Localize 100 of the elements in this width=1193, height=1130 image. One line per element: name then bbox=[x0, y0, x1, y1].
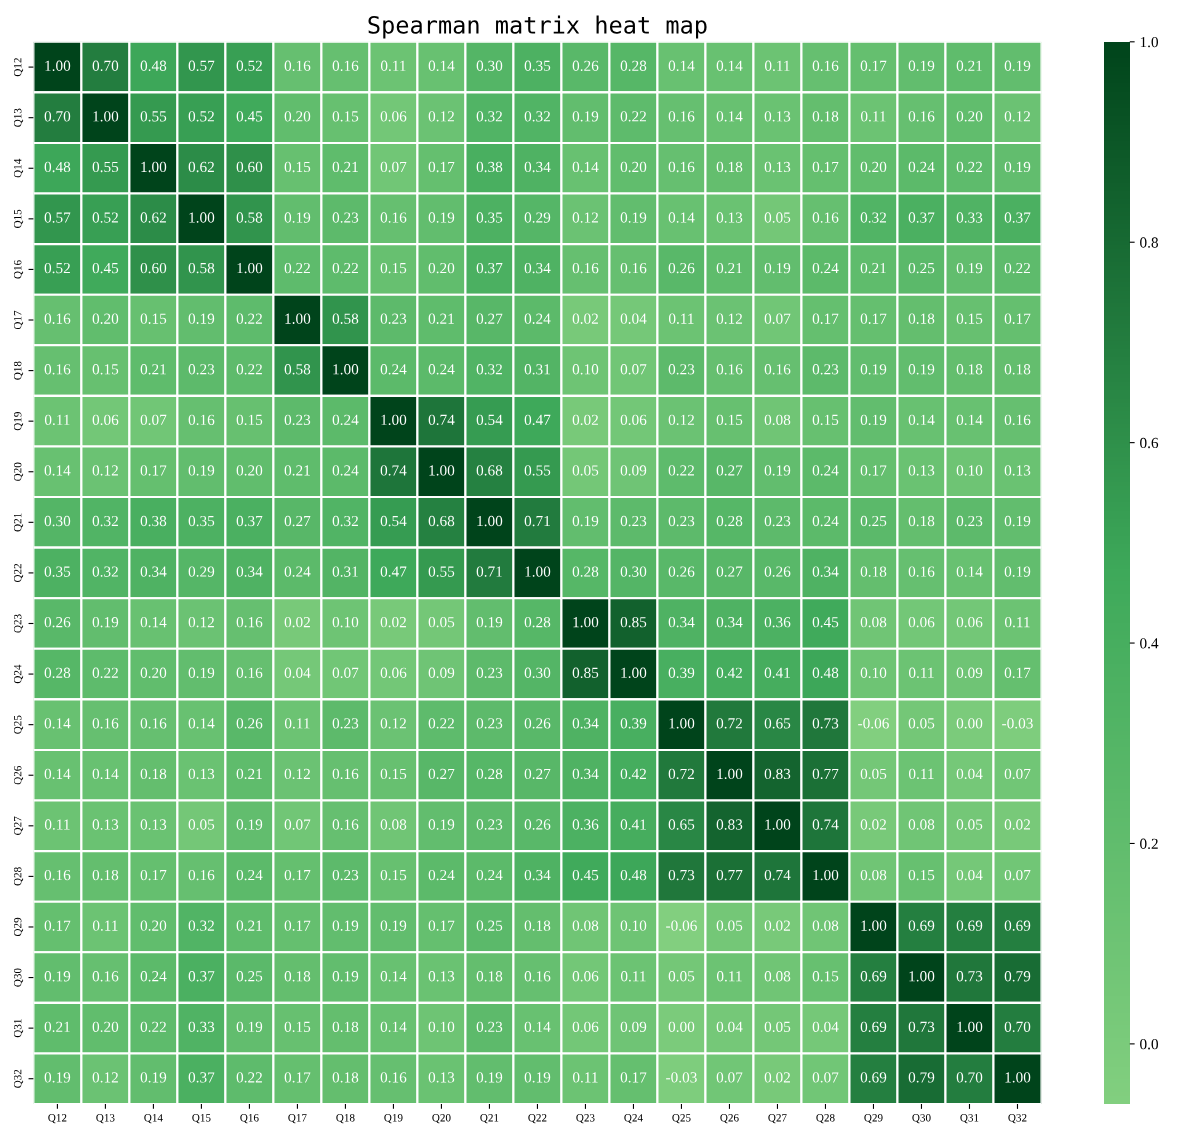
data-label: 0.23 bbox=[956, 515, 983, 527]
data-label: 0.04 bbox=[716, 1021, 743, 1033]
data-label: 0.19 bbox=[1004, 161, 1031, 173]
data-label: 0.16 bbox=[92, 971, 119, 982]
data-label: 0.33 bbox=[188, 1021, 215, 1033]
data-label: 0.26 bbox=[524, 819, 551, 830]
data-label: 0.23 bbox=[332, 869, 359, 881]
data-label: 0.21 bbox=[428, 313, 454, 324]
data-label: 0.19 bbox=[188, 313, 215, 324]
data-label: 0.17 bbox=[284, 1072, 311, 1083]
data-label: 0.19 bbox=[860, 364, 887, 375]
data-label: 0.18 bbox=[332, 1072, 359, 1083]
data-label: 1.00 bbox=[573, 617, 599, 628]
data-label: 0.34 bbox=[524, 262, 551, 274]
data-label: 0.37 bbox=[236, 515, 263, 527]
data-label: 0.14 bbox=[44, 768, 71, 780]
data-label: 0.18 bbox=[476, 971, 503, 982]
data-label: 1.00 bbox=[189, 212, 215, 223]
data-label: 0.16 bbox=[332, 60, 359, 71]
data-label: 0.83 bbox=[716, 819, 743, 830]
data-label: 0.04 bbox=[956, 768, 983, 780]
data-label: 0.19 bbox=[140, 1072, 167, 1083]
data-label: 0.72 bbox=[716, 718, 742, 729]
data-label: 0.04 bbox=[284, 667, 311, 678]
data-label: 0.69 bbox=[860, 1072, 887, 1083]
data-label: 0.12 bbox=[668, 414, 694, 426]
data-label: 0.15 bbox=[92, 364, 119, 375]
data-label: 0.19 bbox=[428, 819, 455, 830]
x-tick-label: Q16 bbox=[240, 1114, 259, 1124]
data-label: 0.20 bbox=[92, 1021, 119, 1033]
data-label: 0.05 bbox=[428, 617, 455, 628]
data-label: 0.11 bbox=[908, 768, 934, 780]
data-label: 0.18 bbox=[92, 869, 119, 881]
data-label: 0.18 bbox=[284, 971, 311, 982]
data-label: 1.00 bbox=[909, 971, 935, 982]
data-label: 0.14 bbox=[956, 414, 983, 426]
data-label: 0.23 bbox=[764, 515, 791, 527]
data-label: 0.16 bbox=[668, 161, 695, 173]
data-label: 0.24 bbox=[812, 262, 839, 274]
data-label: 0.00 bbox=[668, 1021, 695, 1033]
data-label: 0.34 bbox=[572, 768, 599, 780]
data-label: 0.15 bbox=[956, 313, 983, 324]
data-label: 0.48 bbox=[620, 869, 647, 881]
data-label: 0.29 bbox=[524, 212, 551, 223]
data-label: 0.28 bbox=[620, 60, 647, 71]
data-label: 0.11 bbox=[44, 819, 70, 830]
data-label: 0.47 bbox=[380, 566, 407, 577]
data-label: 0.18 bbox=[908, 515, 935, 527]
data-label: 0.17 bbox=[812, 313, 839, 324]
data-label: 0.38 bbox=[140, 515, 167, 527]
data-label: 0.10 bbox=[428, 1021, 455, 1033]
data-label: 0.14 bbox=[44, 465, 71, 476]
data-label: 0.69 bbox=[860, 1021, 887, 1033]
data-label: 0.38 bbox=[476, 161, 503, 173]
data-label: 0.14 bbox=[44, 718, 71, 729]
data-label: 0.26 bbox=[764, 566, 791, 577]
data-label: 0.73 bbox=[908, 1021, 935, 1033]
data-label: 0.05 bbox=[668, 971, 695, 982]
data-label: 0.35 bbox=[524, 60, 551, 71]
data-label: 0.19 bbox=[764, 465, 791, 476]
chart-title: Spearman matrix heat map bbox=[368, 15, 707, 39]
x-tick-label: Q32 bbox=[1008, 1114, 1027, 1124]
data-label: 0.65 bbox=[764, 718, 791, 729]
data-label: 0.14 bbox=[428, 60, 455, 71]
data-label: 0.12 bbox=[188, 617, 214, 628]
data-label: 0.27 bbox=[716, 566, 743, 577]
data-label: 0.11 bbox=[380, 60, 406, 71]
data-label: 0.17 bbox=[1004, 667, 1031, 678]
data-label: 0.36 bbox=[764, 617, 791, 628]
data-label: 0.13 bbox=[92, 819, 119, 830]
data-label: 0.16 bbox=[764, 364, 791, 375]
data-label: 0.17 bbox=[812, 161, 839, 173]
data-label: 0.26 bbox=[44, 617, 71, 628]
data-label: 0.16 bbox=[332, 768, 359, 780]
data-label: 0.37 bbox=[188, 1072, 215, 1083]
data-label: 0.30 bbox=[44, 515, 71, 527]
data-label: 0.02 bbox=[1004, 819, 1031, 830]
data-label: 0.05 bbox=[764, 212, 791, 223]
data-label: 0.00 bbox=[956, 718, 983, 729]
data-label: 0.14 bbox=[668, 212, 695, 223]
data-label: 0.20 bbox=[860, 161, 887, 173]
data-label: 0.19 bbox=[332, 920, 359, 931]
data-label: 0.16 bbox=[524, 971, 551, 982]
data-label: 0.11 bbox=[764, 60, 790, 71]
data-label: 0.16 bbox=[716, 364, 743, 375]
y-tick-label: Q12 bbox=[13, 58, 24, 77]
data-label: 0.24 bbox=[812, 465, 839, 476]
x-tick-label: Q17 bbox=[288, 1114, 307, 1124]
data-label: 0.17 bbox=[860, 465, 887, 476]
data-label: 0.13 bbox=[428, 971, 455, 982]
x-tick-label: Q23 bbox=[576, 1114, 595, 1124]
data-label: 0.14 bbox=[956, 566, 983, 577]
data-label: 0.73 bbox=[812, 718, 839, 729]
data-label: 0.16 bbox=[140, 718, 167, 729]
data-label: 0.32 bbox=[92, 566, 118, 577]
data-label: 0.73 bbox=[956, 971, 983, 982]
data-label: 0.02 bbox=[764, 1072, 790, 1083]
data-label: 0.27 bbox=[428, 768, 455, 780]
y-tick-label: Q29 bbox=[13, 917, 24, 937]
data-label: 0.71 bbox=[476, 566, 502, 577]
